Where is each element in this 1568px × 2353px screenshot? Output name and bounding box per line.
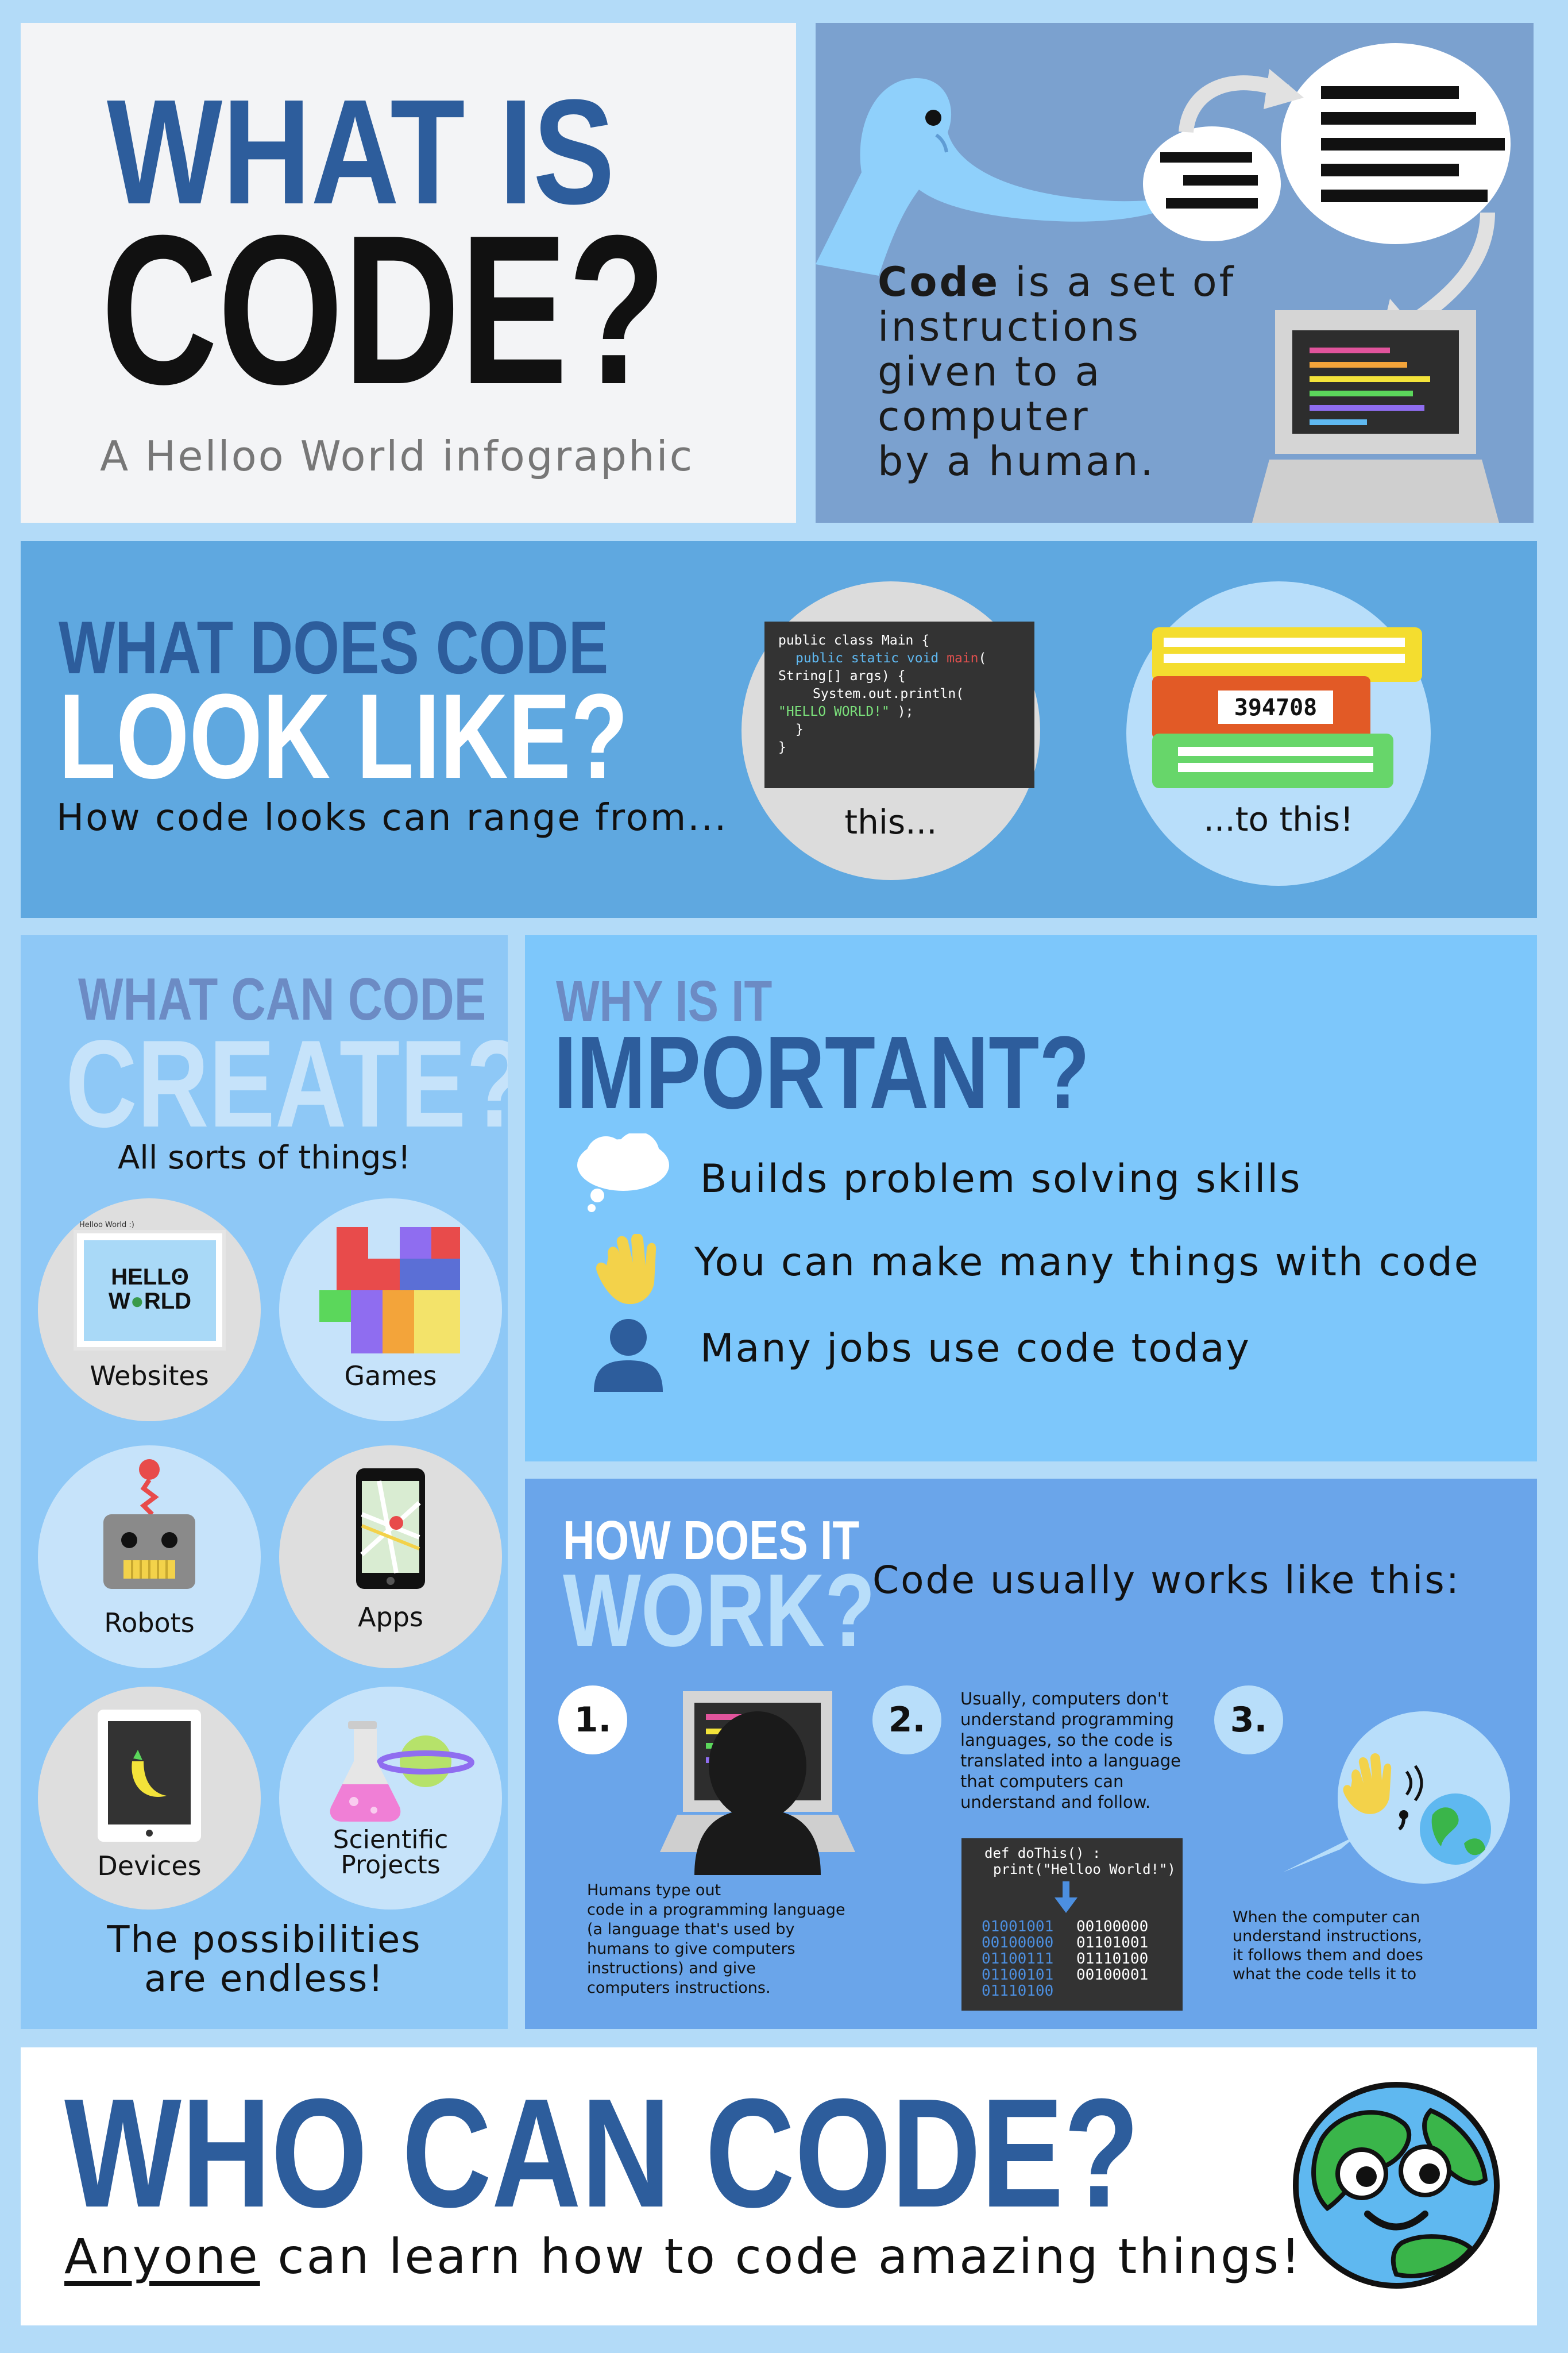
human-typing-icon [660,1691,855,1875]
binary-column-1: 01001001 00100000 01100111 01100101 0111… [982,1918,1054,2000]
look-like-title-1: WHAT DOES CODE [59,605,609,689]
important-panel: WHY IS IT IMPORTANT? Builds problem solv… [525,935,1537,1461]
block-number: 394708 [1234,695,1318,721]
create-subtitle: All sorts of things! [117,1139,411,1176]
create-title-2: CREATE? [65,1014,508,1153]
scientific-projects-item: Scientific Projects [279,1687,502,1910]
caption-this: this... [844,803,937,842]
scientific-projects-label: Scientific Projects [333,1825,449,1880]
website-logo: HELLʘ W●RLD [108,1264,192,1314]
create-panel: WHAT CAN CODE CREATE? All sorts of thing… [21,935,508,2029]
robots-label: Robots [104,1607,195,1638]
look-like-subtitle: How code looks can range from... [56,797,728,839]
translation-box: def doThis() : print("Helloo World!") 01… [961,1838,1183,2011]
apps-item: Apps [279,1445,502,1668]
code-blocks-illustration [1152,627,1422,788]
definition-panel: Code is a set of instructions given to a… [816,23,1534,523]
person-icon [594,1319,663,1392]
reason-2: You can make many things with code [694,1240,1480,1285]
caption-to-this: ...to this! [1203,800,1354,839]
how-title-2: WORK? [563,1553,875,1668]
look-like-title-2: LOOK LIKE? [59,669,628,804]
look-like-panel: WHAT DOES CODE LOOK LIKE? How code looks… [21,541,1537,918]
flask-planet-icon [330,1721,474,1822]
robots-item: Robots [38,1445,261,1668]
how-panel: HOW DOES IT WORK? Code usually works lik… [525,1479,1537,2029]
python-code-line-2: print("Helloo World!") [993,1861,1176,1877]
subtitle: A Helloo World infographic [100,432,694,480]
step-2-number: 2. [872,1685,941,1754]
cloud-icon [577,1133,669,1212]
waving-hand-icon [596,1234,656,1305]
smiley-o-icon: ʘ [171,1264,189,1290]
devices-label: Devices [97,1850,202,1881]
binary-column-2: 00100000 01101001 01110100 00100001 [1076,1918,1149,1984]
apps-label: Apps [358,1602,423,1633]
step-1-text: Humans type out code in a programming la… [587,1881,845,1997]
definition-text: Code is a set of instructions given to a… [878,259,1236,485]
games-item: Games [279,1198,502,1421]
reason-3: Many jobs use code today [700,1326,1251,1371]
computer-follows-icon [1283,1711,1510,1884]
websites-item: Helloo World :) HELLʘ W●RLD Websites [38,1198,261,1421]
step-1-number: 1. [558,1685,627,1754]
creature-illustration [816,43,1511,523]
robot-icon [103,1459,195,1589]
website-window: Helloo World :) HELLʘ W●RLD [74,1221,226,1351]
important-title-1: WHY IS IT [556,969,773,1033]
code-snippet: public class Main { public static void m… [764,622,1034,788]
smiling-earth-icon [1293,2082,1500,2289]
create-footer: The possibilities are endless! [107,1919,422,2000]
games-label: Games [344,1360,437,1391]
tetris-blocks-icon [319,1227,460,1353]
python-code-line-1: def doThis() : [984,1845,1101,1861]
who-panel: WHO CAN CODE? Anyone can learn how to co… [21,2047,1537,2325]
website-tab: Helloo World :) [79,1221,134,1229]
definition-bold: Code [878,259,1001,306]
create-title-1: WHAT CAN CODE [78,966,486,1033]
reason-1: Builds problem solving skills [700,1156,1302,1202]
arrow-down-icon [1055,1881,1077,1913]
smartphone-map-icon [356,1468,425,1589]
globe-o-icon: ● [130,1289,144,1314]
step-2-text: Usually, computers don't understand prog… [960,1689,1181,1812]
websites-label: Websites [90,1360,209,1391]
tablet-icon [98,1710,201,1842]
blocks-example-circle: 394708 ...to this! [1126,581,1431,886]
intro-title-panel: WHAT IS CODE? A Helloo World infographic [21,23,796,523]
title-code: CODE? [101,191,667,429]
step-3-number: 3. [1214,1685,1283,1754]
who-title: WHO CAN CODE? [64,2067,1140,2240]
code-example-circle: public class Main { public static void m… [741,581,1040,880]
important-title-2: IMPORTANT? [554,1015,1090,1131]
step-3-text: When the computer can understand instruc… [1233,1908,1423,1983]
who-subtitle: Anyone can learn how to code amazing thi… [64,2228,1303,2285]
devices-item: Devices [38,1687,261,1910]
title-what-is: WHAT IS [107,69,615,236]
anyone-word: Anyone [64,2228,260,2285]
how-intro: Code usually works like this: [872,1558,1461,1602]
how-title-1: HOW DOES IT [563,1510,860,1571]
